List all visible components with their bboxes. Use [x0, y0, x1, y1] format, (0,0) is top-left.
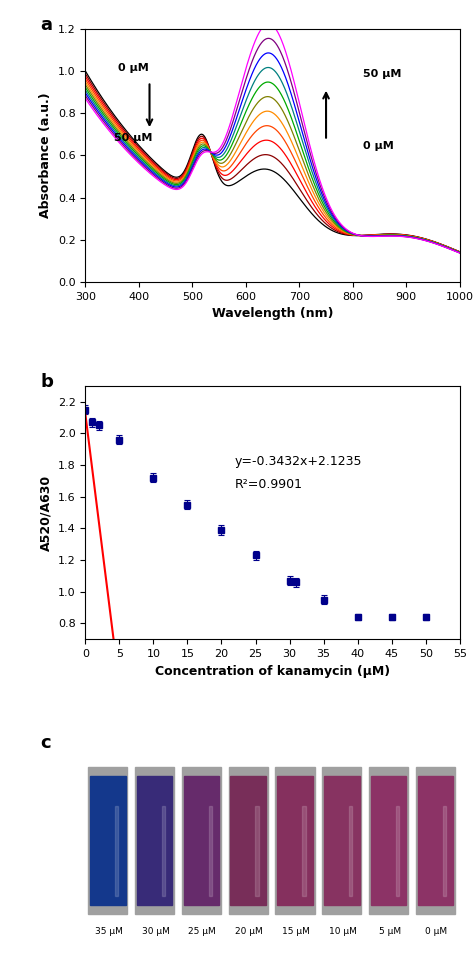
Text: 0 μM: 0 μM — [364, 141, 394, 151]
Bar — [371, 776, 406, 905]
Text: 5 μM: 5 μM — [379, 927, 401, 936]
X-axis label: Concentration of kanamycin (μM): Concentration of kanamycin (μM) — [155, 664, 390, 678]
Text: 15 μM: 15 μM — [282, 927, 310, 936]
Bar — [209, 806, 212, 896]
Bar — [369, 767, 408, 915]
Bar — [255, 806, 259, 896]
Text: 0 μM: 0 μM — [118, 63, 149, 73]
Y-axis label: A520/A630: A520/A630 — [39, 474, 52, 551]
Text: 20 μM: 20 μM — [235, 927, 263, 936]
Bar — [162, 806, 165, 896]
Bar — [183, 776, 219, 905]
Bar — [302, 806, 306, 896]
Text: 50 μM: 50 μM — [114, 133, 153, 142]
Text: 0 μM: 0 μM — [425, 927, 447, 936]
Bar — [443, 806, 446, 896]
Bar — [230, 776, 266, 905]
Bar — [135, 767, 174, 915]
Text: 50 μM: 50 μM — [364, 69, 402, 79]
Text: 30 μM: 30 μM — [142, 927, 170, 936]
Bar — [396, 806, 399, 896]
Bar — [88, 767, 128, 915]
Text: a: a — [40, 16, 53, 34]
Bar — [322, 767, 362, 915]
Text: y=-0.3432x+2.1235: y=-0.3432x+2.1235 — [235, 455, 363, 468]
Bar — [275, 767, 315, 915]
Y-axis label: Absorbance (a.u.): Absorbance (a.u.) — [39, 93, 52, 218]
Text: b: b — [40, 373, 53, 391]
Text: 25 μM: 25 μM — [189, 927, 216, 936]
Bar — [228, 767, 268, 915]
Text: 10 μM: 10 μM — [329, 927, 357, 936]
X-axis label: Wavelength (nm): Wavelength (nm) — [212, 308, 333, 320]
Bar — [416, 767, 455, 915]
Bar — [349, 806, 353, 896]
Bar — [182, 767, 221, 915]
Bar — [324, 776, 360, 905]
Bar — [137, 776, 173, 905]
Text: 35 μM: 35 μM — [95, 927, 123, 936]
Bar — [115, 806, 118, 896]
Bar — [90, 776, 126, 905]
Text: R²=0.9901: R²=0.9901 — [235, 478, 303, 490]
Text: c: c — [40, 734, 51, 751]
Bar — [277, 776, 313, 905]
Bar — [418, 776, 453, 905]
